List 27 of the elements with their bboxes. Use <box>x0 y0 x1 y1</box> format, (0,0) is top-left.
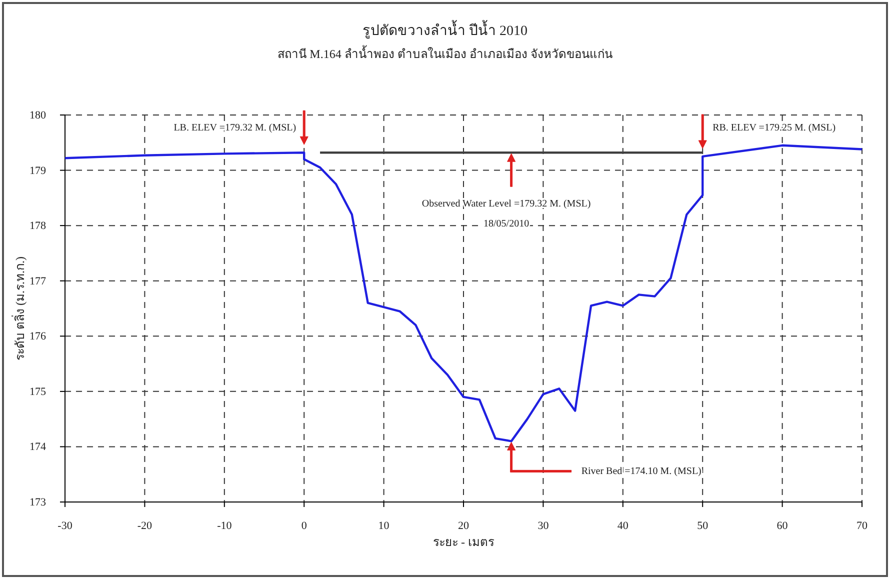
chart-subtitle: สถานี M.164 ลำน้ำพอง ตำบลในเมือง อำเภอเมือง จังหวัดขอนแก่น <box>278 45 612 61</box>
y-tick-label: 179 <box>30 164 46 177</box>
x-tick-label: -10 <box>217 520 232 532</box>
x-axis-title: ระยะ - เมตร <box>433 535 495 549</box>
chart-title: รูปตัดขวางลำน้ำ ปีน้ำ 2010 <box>362 20 528 39</box>
x-tick-label: 30 <box>538 520 550 532</box>
y-axis-title: ระดับ ตลิ่ง (ม.ร.ท.ก.) <box>11 256 27 360</box>
y-tick-label: 177 <box>30 275 46 288</box>
annotation: Observed Water Level =179.32 M. (MSL) <box>422 198 591 210</box>
y-tick-label: 176 <box>30 330 46 343</box>
x-tick-label: 0 <box>301 520 308 532</box>
x-tick-label: 50 <box>697 520 709 532</box>
x-tick-label: 70 <box>856 520 868 532</box>
y-tick-label: 178 <box>30 220 46 232</box>
annotation: River Bed =174.10 M. (MSL) <box>581 466 702 478</box>
y-tick-label: 175 <box>30 386 46 398</box>
x-tick-label: -20 <box>137 520 153 532</box>
x-tick-label: 10 <box>378 520 390 532</box>
x-tick-label: 40 <box>617 520 629 532</box>
annotation: 18/05/2010 <box>484 218 530 230</box>
y-tick-label: 174 <box>30 441 46 454</box>
x-tick-label: 60 <box>776 520 788 532</box>
x-tick-label: 20 <box>458 520 470 532</box>
y-tick-label: 173 <box>30 496 46 509</box>
y-tick-label: 180 <box>30 110 46 122</box>
line-series <box>64 144 864 442</box>
x-tick-label: -30 <box>58 520 73 532</box>
